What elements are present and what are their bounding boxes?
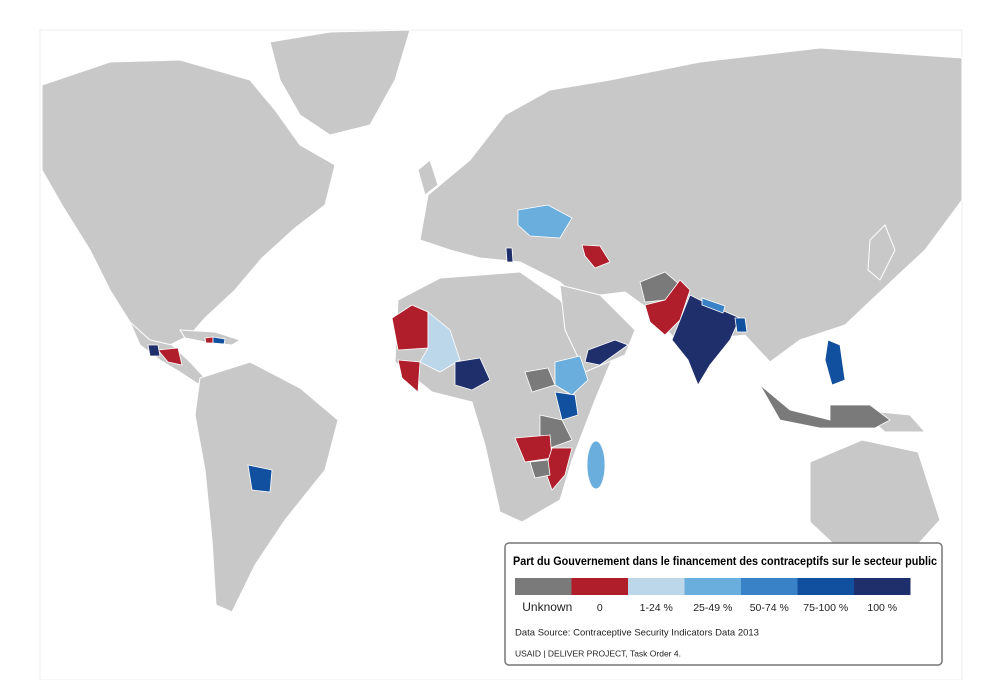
legend-label: 25-49 % (693, 602, 732, 614)
paraguay (247, 464, 273, 493)
georgia-armenia (581, 244, 611, 269)
legend: Part du Gouvernement dans le financement… (504, 542, 943, 666)
legend-label: 0 (597, 602, 603, 614)
legend-swatch (571, 578, 628, 595)
philippines (824, 339, 846, 386)
indonesia (759, 384, 891, 429)
legend-label: 50-74 % (750, 602, 789, 614)
madagascar (586, 440, 606, 490)
india (671, 294, 741, 386)
legend-label: Unknown (522, 600, 572, 614)
credit: USAID | DELIVER PROJECT, Task Order 4. (515, 648, 681, 658)
yemen (584, 339, 629, 366)
ethiopia (554, 355, 589, 396)
legend-box (504, 542, 943, 666)
japan (867, 224, 896, 281)
kenya (554, 391, 579, 421)
legend-title: Part du Gouvernement dans le financement… (513, 556, 938, 568)
legend-swatch (515, 578, 572, 595)
legend-swatch (797, 578, 854, 595)
legend-swatch (628, 578, 685, 595)
legend-label: 75-100 % (803, 602, 848, 614)
greenland (269, 29, 411, 136)
legend-items: Unknown 0 1-24 % 25-49 % 50-74 % 75-100 % 100 … (515, 578, 911, 614)
dominican-republic (212, 336, 226, 345)
legend-label: 100 % (867, 602, 897, 614)
haiti (204, 336, 214, 344)
data-source: Data Source: Contraceptive Security Indi… (515, 628, 759, 639)
mali (419, 311, 461, 373)
guatemala-salvador (147, 344, 161, 357)
legend-swatch (684, 578, 741, 595)
australia (809, 439, 941, 563)
legend-swatch (741, 578, 798, 595)
balkan-country (505, 247, 514, 263)
britain (417, 159, 439, 196)
pakistan (644, 279, 691, 336)
guinea (397, 359, 421, 393)
honduras-nicaragua (157, 347, 183, 366)
ukraine (517, 204, 573, 239)
north-america (41, 59, 336, 349)
nigeria (454, 357, 491, 391)
zimbabwe (529, 459, 551, 479)
highlighted-countries (147, 204, 891, 493)
nepal (701, 297, 726, 314)
legend-label: 1-24 % (640, 602, 673, 614)
bangladesh (734, 317, 748, 333)
legend-swatch (854, 578, 911, 595)
